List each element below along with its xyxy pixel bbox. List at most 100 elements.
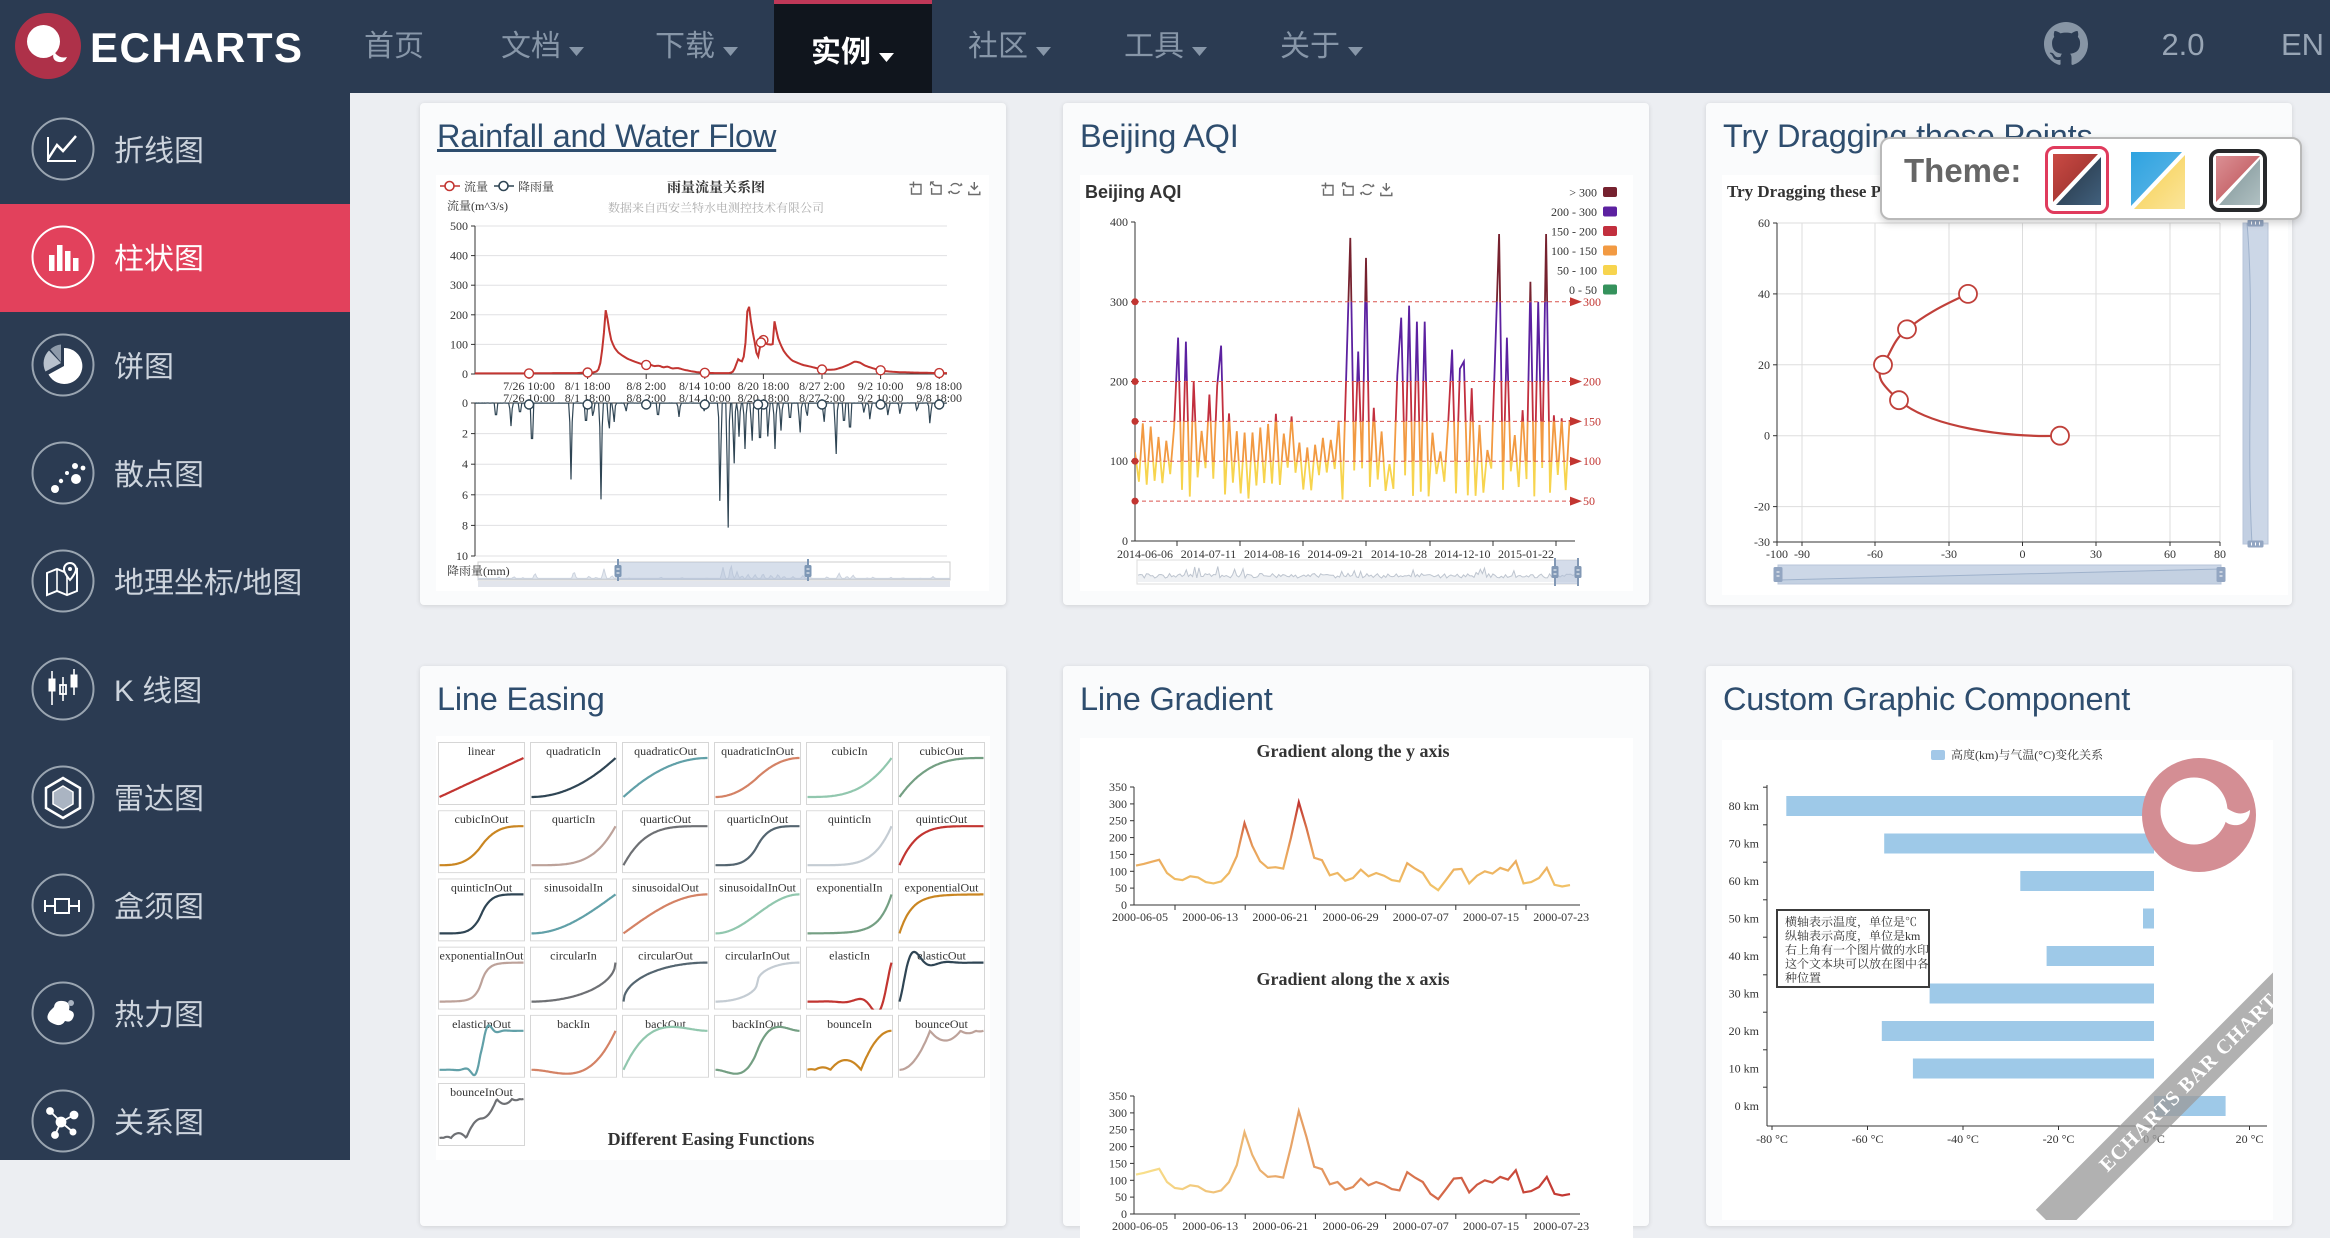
svg-text:2000-06-05: 2000-06-05 <box>1112 1219 1168 1233</box>
svg-text:200: 200 <box>1109 1140 1127 1154</box>
svg-text:quinticOut: quinticOut <box>916 812 968 826</box>
svg-text:9/2 10:00: 9/2 10:00 <box>858 379 904 393</box>
svg-text:0: 0 <box>1122 534 1128 548</box>
svg-text:100: 100 <box>1583 454 1601 468</box>
svg-text:40 km: 40 km <box>1729 949 1760 963</box>
svg-text:2014-08-16: 2014-08-16 <box>1244 547 1300 561</box>
svg-text:2014-06-06: 2014-06-06 <box>1117 547 1173 561</box>
svg-text:500: 500 <box>450 219 468 233</box>
svg-text:4: 4 <box>462 457 468 471</box>
svg-text:cubicInOut: cubicInOut <box>455 812 510 826</box>
svg-text:quarticInOut: quarticInOut <box>727 812 789 826</box>
svg-text:350: 350 <box>1109 780 1127 794</box>
svg-text:0 - 50: 0 - 50 <box>1569 283 1597 297</box>
svg-text:50: 50 <box>1115 1190 1127 1204</box>
svg-text:8/1 18:00: 8/1 18:00 <box>565 379 611 393</box>
svg-text:9/8 18:00: 9/8 18:00 <box>916 391 962 405</box>
svg-text:-30: -30 <box>1941 547 1957 561</box>
svg-text:circularOut: circularOut <box>638 949 693 963</box>
svg-text:2000-07-15: 2000-07-15 <box>1463 910 1519 924</box>
svg-text:40: 40 <box>1758 287 1770 301</box>
svg-text:8/8 2:00: 8/8 2:00 <box>626 391 666 405</box>
svg-text:150: 150 <box>1583 414 1601 428</box>
svg-text:8/20 18:00: 8/20 18:00 <box>738 379 790 393</box>
svg-text:50: 50 <box>1583 494 1595 508</box>
svg-text:cubicIn: cubicIn <box>832 744 868 758</box>
svg-text:300: 300 <box>1109 797 1127 811</box>
svg-text:350: 350 <box>1109 1089 1127 1103</box>
svg-text:2: 2 <box>462 427 468 441</box>
svg-text:/: / <box>234 567 243 600</box>
svg-text:10: 10 <box>456 549 468 563</box>
svg-text:2015-01-22: 2015-01-22 <box>1498 547 1554 561</box>
svg-text:300: 300 <box>1110 295 1128 309</box>
svg-text:quinticInOut: quinticInOut <box>451 880 513 894</box>
svg-text:10 km: 10 km <box>1729 1062 1760 1076</box>
svg-text:-20 °C: -20 °C <box>2043 1132 2075 1146</box>
svg-text:2000-06-29: 2000-06-29 <box>1323 1219 1379 1233</box>
svg-text:sinusoidalIn: sinusoidalIn <box>544 880 603 894</box>
svg-text:7/26 10:00: 7/26 10:00 <box>503 391 555 405</box>
svg-text:backOut: backOut <box>645 1017 686 1031</box>
svg-text:100: 100 <box>450 337 468 351</box>
svg-text:2000-06-29: 2000-06-29 <box>1323 910 1379 924</box>
svg-text:2000-06-21: 2000-06-21 <box>1252 1219 1308 1233</box>
svg-text:8/27 2:00: 8/27 2:00 <box>799 391 845 405</box>
svg-text:linear: linear <box>468 744 495 758</box>
svg-text:Try Dragging these Points: Try Dragging these Points <box>1727 182 1916 201</box>
svg-text:50 - 100: 50 - 100 <box>1557 264 1597 278</box>
svg-text:elasticIn: elasticIn <box>829 949 870 963</box>
svg-text:150 - 200: 150 - 200 <box>1551 225 1597 239</box>
svg-text:2014-10-28: 2014-10-28 <box>1371 547 1427 561</box>
svg-text:8: 8 <box>462 518 468 532</box>
svg-text:60: 60 <box>2164 547 2176 561</box>
svg-text:bounceIn: bounceIn <box>827 1017 872 1031</box>
svg-text:7/26 10:00: 7/26 10:00 <box>503 379 555 393</box>
svg-text:200 - 300: 200 - 300 <box>1551 205 1597 219</box>
svg-text:200: 200 <box>1109 831 1127 845</box>
svg-text:9/2 10:00: 9/2 10:00 <box>858 391 904 405</box>
svg-text:-80 °C: -80 °C <box>1756 1132 1788 1146</box>
svg-text:bounceOut: bounceOut <box>915 1017 968 1031</box>
svg-text:80 km: 80 km <box>1729 799 1760 813</box>
svg-text:K: K <box>114 675 134 708</box>
svg-text:0: 0 <box>2020 547 2026 561</box>
svg-text:30 km: 30 km <box>1729 987 1760 1001</box>
svg-text:20 km: 20 km <box>1729 1024 1760 1038</box>
svg-text:20 °C: 20 °C <box>2236 1132 2264 1146</box>
svg-text:60 km: 60 km <box>1729 874 1760 888</box>
svg-text:quarticIn: quarticIn <box>552 812 595 826</box>
svg-text:2014-12-10: 2014-12-10 <box>1435 547 1491 561</box>
svg-text:2000-06-21: 2000-06-21 <box>1252 910 1308 924</box>
svg-text:(°C): (°C) <box>2034 748 2055 762</box>
svg-text:60: 60 <box>1758 216 1770 230</box>
svg-text:cubicOut: cubicOut <box>920 744 965 758</box>
svg-text:backInOut: backInOut <box>732 1017 783 1031</box>
svg-text:quinticIn: quinticIn <box>828 812 871 826</box>
svg-text:backIn: backIn <box>557 1017 590 1031</box>
svg-text:100: 100 <box>1110 454 1128 468</box>
svg-text:2000-07-15: 2000-07-15 <box>1463 1219 1519 1233</box>
svg-text:-90: -90 <box>1794 547 1810 561</box>
svg-text:km: km <box>1905 929 1921 943</box>
svg-text:70 km: 70 km <box>1729 837 1760 851</box>
svg-text:50: 50 <box>1115 881 1127 895</box>
svg-text:circularIn: circularIn <box>550 949 597 963</box>
svg-text:30: 30 <box>2090 547 2102 561</box>
svg-text:250: 250 <box>1109 1123 1127 1137</box>
svg-text:200: 200 <box>1110 375 1128 389</box>
svg-text:circularInOut: circularInOut <box>725 949 790 963</box>
svg-text:400: 400 <box>450 249 468 263</box>
svg-text:2014-07-11: 2014-07-11 <box>1181 547 1237 561</box>
svg-text:300: 300 <box>450 278 468 292</box>
svg-text:8/8 2:00: 8/8 2:00 <box>626 379 666 393</box>
svg-text:-40 °C: -40 °C <box>1947 1132 1979 1146</box>
svg-text:2000-06-13: 2000-06-13 <box>1182 1219 1238 1233</box>
svg-text:quadraticOut: quadraticOut <box>634 744 697 758</box>
svg-text:Gradient along the y axis: Gradient along the y axis <box>1256 741 1449 761</box>
svg-text:(mm): (mm) <box>483 564 510 578</box>
svg-text:sinusoidalOut: sinusoidalOut <box>632 880 699 894</box>
svg-text:exponentialInOut: exponentialInOut <box>440 949 525 963</box>
svg-text:exponentialIn: exponentialIn <box>817 880 883 894</box>
svg-text:8/14 10:00: 8/14 10:00 <box>679 391 731 405</box>
